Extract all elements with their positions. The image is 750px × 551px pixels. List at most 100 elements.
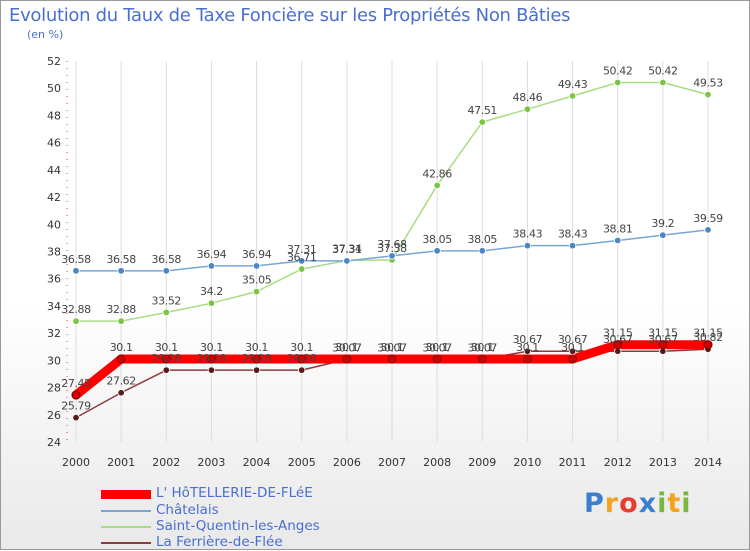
data-point <box>342 354 352 364</box>
data-label: 50.42 <box>648 64 678 77</box>
y-tick-label: 30 <box>47 354 61 367</box>
data-point <box>116 354 126 364</box>
data-label: 39.59 <box>693 212 723 225</box>
logo-letter: o <box>619 488 639 519</box>
data-point <box>162 267 170 275</box>
data-point <box>343 257 351 265</box>
data-label: 37.31 <box>287 243 317 256</box>
legend-swatch-la-ferriere <box>101 542 151 544</box>
legend-label-hotellerie: L' HôTELLERIE-DE-FLéE <box>156 485 313 501</box>
data-label: 36.58 <box>106 253 136 266</box>
data-point <box>658 340 668 350</box>
data-label: 30.1 <box>290 341 313 354</box>
x-tick-label: 2006 <box>333 456 361 469</box>
data-label: 30.1 <box>426 341 449 354</box>
data-point <box>433 181 441 190</box>
data-point <box>477 354 487 364</box>
data-label: 30.67 <box>513 333 543 346</box>
y-tick-label: 34 <box>47 300 61 313</box>
data-label: 36.71 <box>287 251 317 264</box>
data-label: 30.1 <box>471 341 494 354</box>
data-point <box>72 317 80 325</box>
chart-title: Evolution du Taux de Taxe Foncière sur l… <box>9 5 571 26</box>
legend-swatch-saint-quentin <box>101 526 151 528</box>
data-point <box>522 354 532 364</box>
data-point <box>117 317 125 325</box>
data-label: 34.2 <box>200 285 223 298</box>
data-point <box>704 90 712 99</box>
data-label: 29.28 <box>152 352 182 365</box>
data-label: 32.88 <box>61 303 91 316</box>
x-tick-label: 2009 <box>468 456 496 469</box>
data-label: 33.52 <box>152 294 182 307</box>
data-label: 30.07 <box>468 341 498 354</box>
data-label: 48.46 <box>513 91 543 104</box>
data-label: 31.15 <box>693 327 723 340</box>
data-point <box>117 267 125 275</box>
data-point <box>72 413 80 422</box>
data-label: 30.07 <box>422 341 452 354</box>
data-label: 38.05 <box>468 233 498 246</box>
data-label: 30.1 <box>110 341 133 354</box>
x-tick-label: 2010 <box>513 456 541 469</box>
data-label: 35.05 <box>242 274 272 287</box>
data-point <box>297 354 307 364</box>
data-point <box>659 78 667 87</box>
unit-label: (en %) <box>27 28 64 41</box>
data-point <box>162 366 170 374</box>
x-tick-label: 2005 <box>288 456 316 469</box>
data-point <box>207 262 216 270</box>
data-label: 37.34 <box>332 242 362 255</box>
y-tick-label: 26 <box>47 409 61 422</box>
x-tick-label: 2014 <box>694 456 722 469</box>
x-tick-label: 2008 <box>423 456 451 469</box>
data-label: 27.62 <box>106 375 136 388</box>
x-tick-label: 2012 <box>604 456 632 469</box>
data-point <box>207 366 216 374</box>
data-point <box>298 366 306 374</box>
data-point <box>162 308 170 317</box>
data-point <box>523 241 532 250</box>
data-point <box>659 231 667 239</box>
data-point <box>161 354 171 364</box>
y-tick-label: 36 <box>47 273 61 286</box>
data-point <box>568 92 577 100</box>
data-label: 30.82 <box>693 331 723 344</box>
logo-letter: t <box>667 488 682 519</box>
data-label: 37.38 <box>377 242 407 255</box>
data-label: 38.05 <box>422 233 452 246</box>
x-tick-label: 2007 <box>378 456 406 469</box>
data-point <box>117 389 125 397</box>
data-label: 36.94 <box>242 248 272 261</box>
data-label: 29.28 <box>197 352 227 365</box>
data-label: 49.43 <box>558 78 588 91</box>
data-label: 30.1 <box>381 341 404 354</box>
data-point <box>432 354 442 364</box>
x-tick-label: 2003 <box>197 456 225 469</box>
data-label: 38.43 <box>558 228 588 241</box>
data-point <box>72 267 80 275</box>
data-point <box>387 354 397 364</box>
y-tick-label: 52 <box>47 55 61 68</box>
y-tick-label: 32 <box>47 327 61 340</box>
data-point <box>252 354 262 364</box>
data-label: 30.1 <box>245 341 268 354</box>
data-label: 30.67 <box>603 333 633 346</box>
data-point <box>614 236 622 245</box>
y-tick-label: 46 <box>47 137 61 150</box>
data-point <box>523 105 532 113</box>
data-label: 36.58 <box>61 253 91 266</box>
data-label: 27.45 <box>61 377 91 390</box>
y-tick-label: 38 <box>47 246 61 259</box>
data-label: 30.1 <box>155 341 178 354</box>
data-label: 30.1 <box>335 341 358 354</box>
data-label: 31.15 <box>603 327 633 340</box>
legend-swatch-chatelais <box>101 510 151 512</box>
data-label: 37.31 <box>332 243 362 256</box>
x-tick-label: 2002 <box>152 456 180 469</box>
data-label: 31.15 <box>648 327 678 340</box>
data-label: 37.68 <box>377 238 407 251</box>
legend-label-chatelais: Châtelais <box>156 502 219 518</box>
